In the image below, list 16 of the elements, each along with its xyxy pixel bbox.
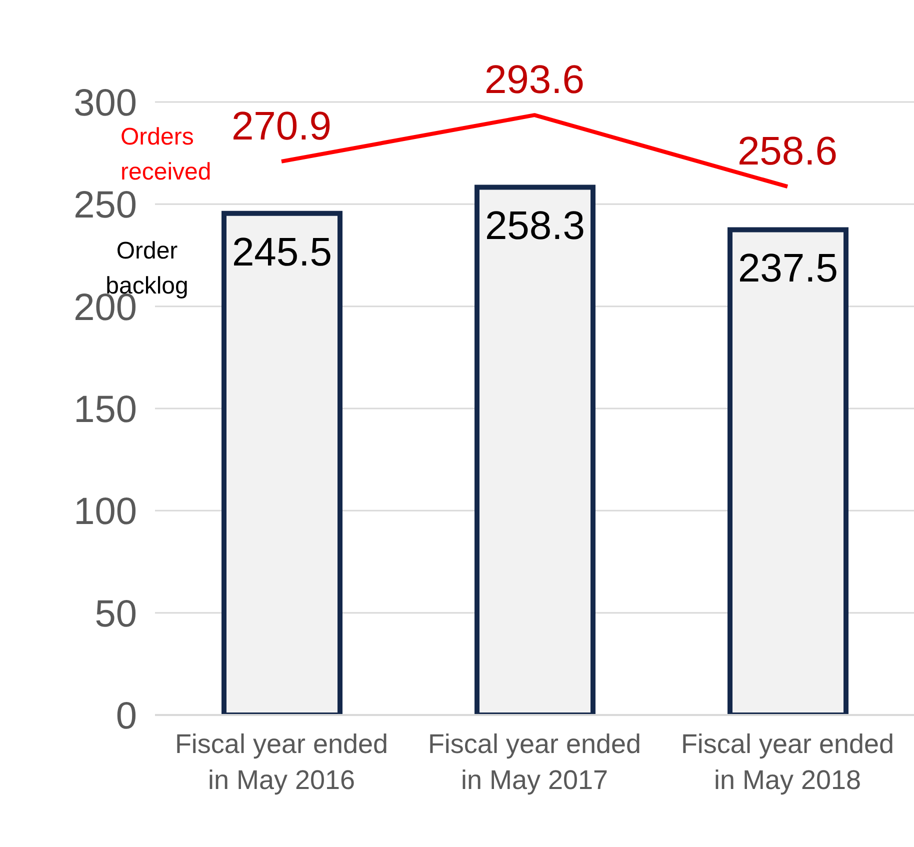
y-tick-label: 50 [94,593,137,636]
data-label: 237.5 [738,246,838,291]
data-label: 293.6 [484,58,585,102]
data-label: 270.9 [231,104,332,148]
x-tick-label: Fiscal year ended in May 2016 [174,729,388,795]
data-label: 245.5 [232,230,332,274]
x-tick-label: Fiscal year ended in May 2018 [680,729,894,795]
y-tick-label: 150 [74,388,137,431]
data-label: 258.6 [737,130,838,174]
y-tick-label: 300 [74,82,137,124]
y-tick-label: 100 [74,491,137,534]
data-label: 258.3 [484,204,586,248]
y-tick-label: 0 [116,695,137,738]
text: Orders received [120,123,212,186]
y-tick-label: 250 [74,184,137,227]
x-tick-label: Fiscal year ended in May 2017 [428,729,642,795]
